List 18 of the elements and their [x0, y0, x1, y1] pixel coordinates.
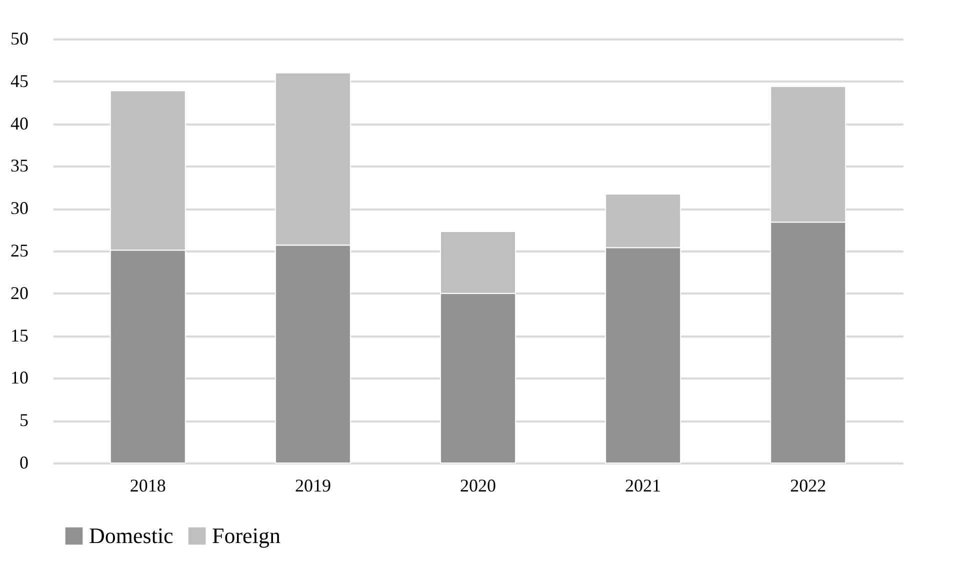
legend-label: Foreign: [212, 523, 280, 548]
y-tick-label: 25: [10, 240, 28, 260]
x-tick-label: 2021: [625, 476, 662, 496]
y-tick-label: 20: [10, 282, 28, 303]
y-tick-label: 45: [10, 70, 28, 91]
x-tick-label: 2018: [130, 476, 166, 496]
y-tick-label: 50: [10, 28, 28, 48]
y-tick-label: 0: [20, 452, 28, 472]
y-tick-label: 5: [20, 410, 28, 430]
legend-label: Domestic: [89, 523, 174, 548]
y-tick-label: 15: [10, 325, 28, 346]
x-tick-label: 2020: [460, 476, 496, 496]
y-tick-label: 10: [10, 368, 28, 388]
y-tick-label: 30: [10, 198, 28, 218]
x-tick-label: 2022: [790, 476, 826, 496]
y-tick-label: 40: [10, 113, 28, 134]
x-tick-label: 2019: [294, 476, 331, 496]
y-tick-label: 35: [10, 156, 28, 176]
